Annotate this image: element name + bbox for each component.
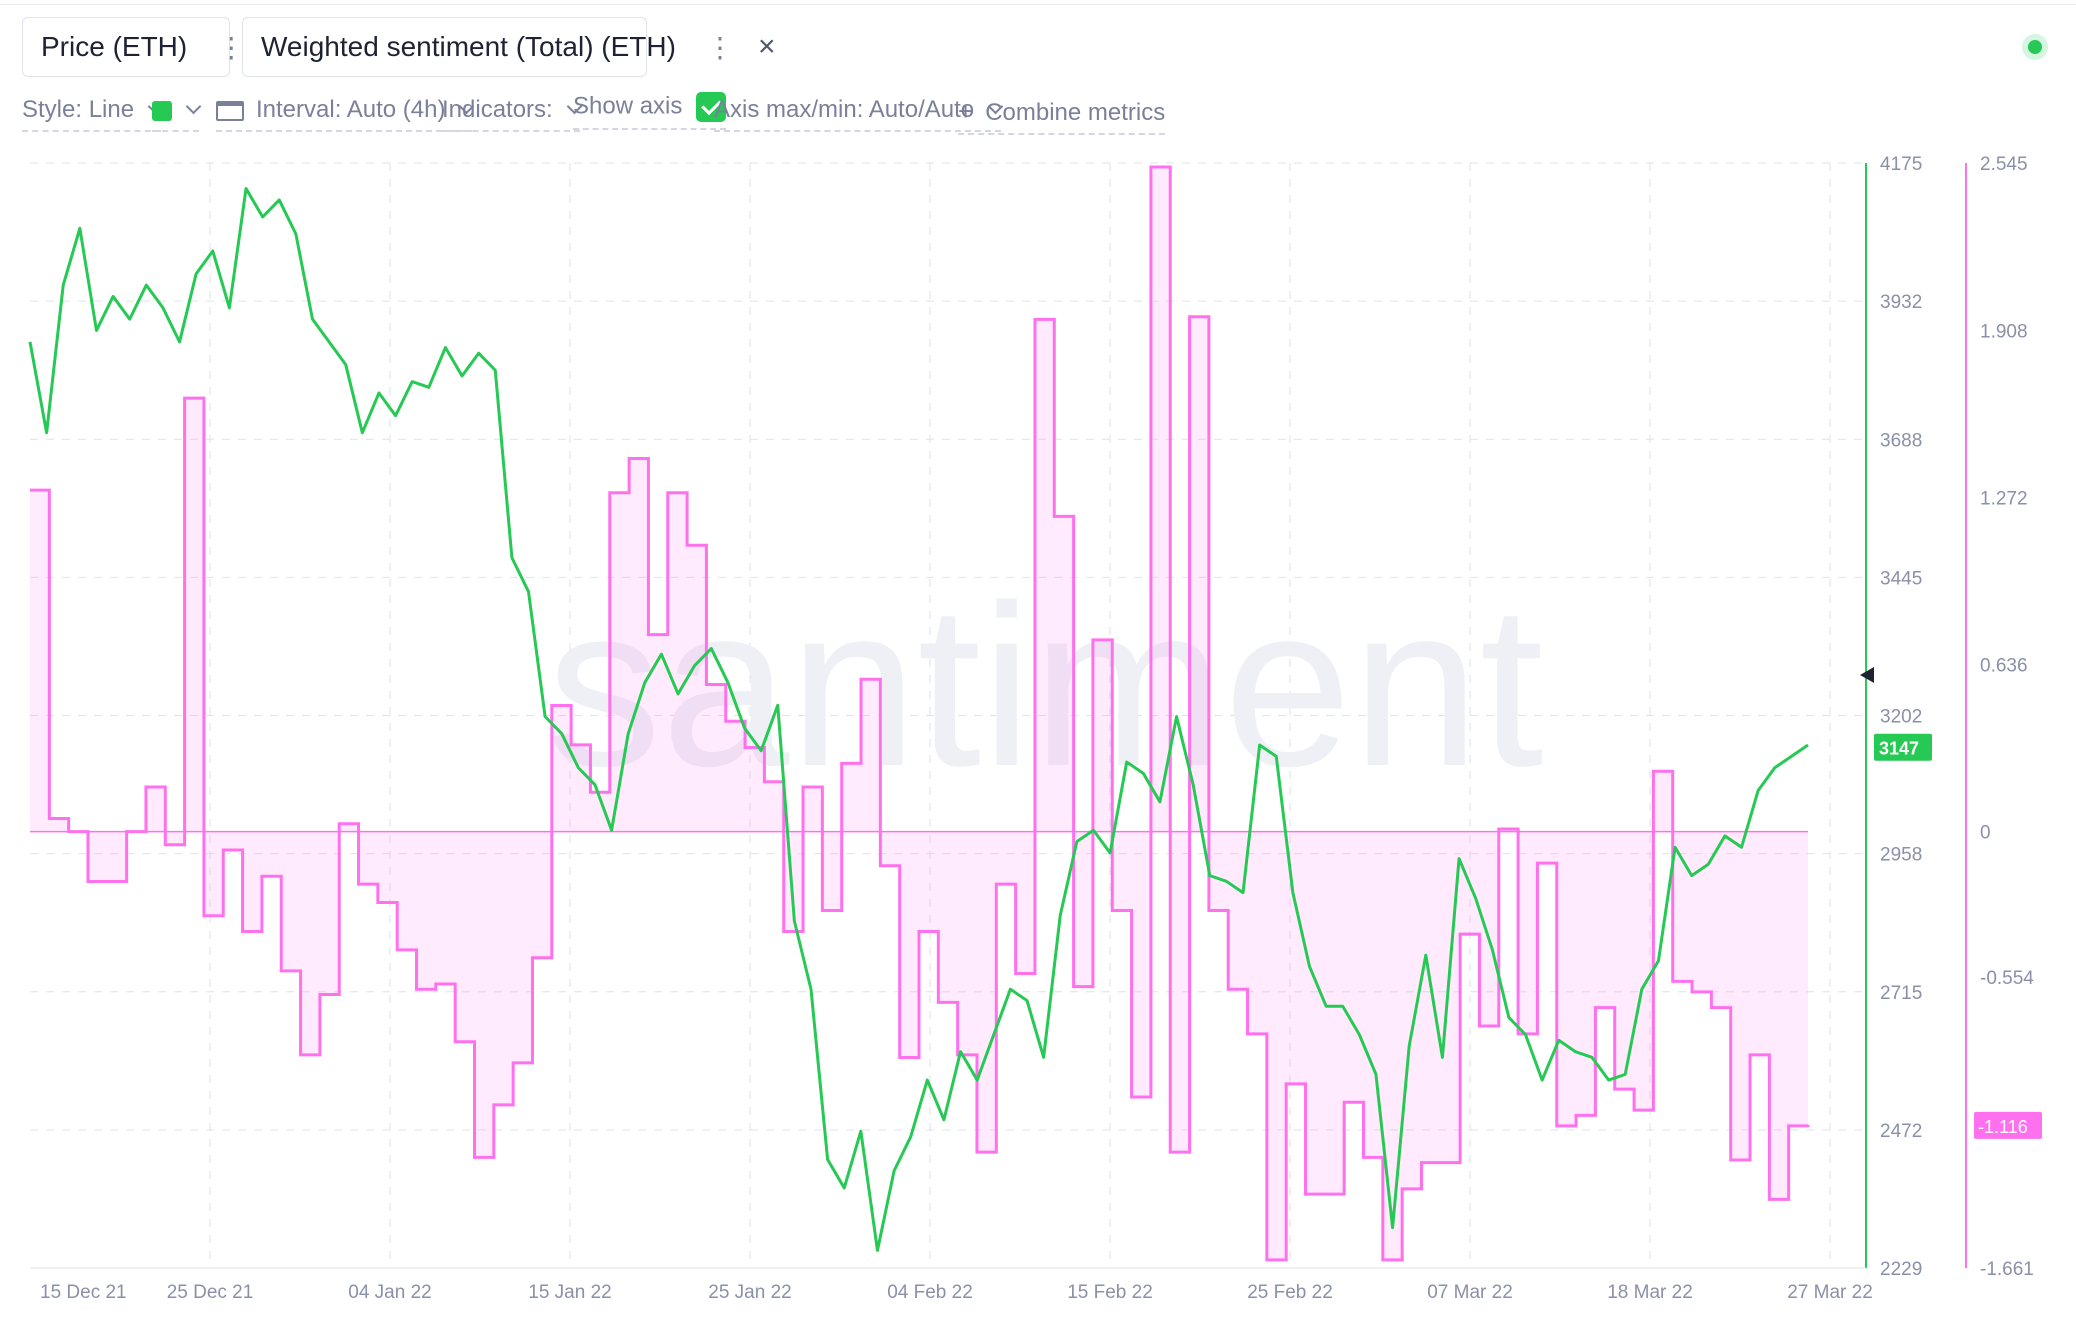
sentiment-line [30, 165, 1810, 1262]
metric-chip-sentiment[interactable]: Weighted sentiment (Total) (ETH) ⋮ × [242, 17, 776, 77]
x-tick-label: 25 Dec 21 [167, 1282, 254, 1303]
sentiment-current-badge: -1.116 [1974, 1111, 2042, 1139]
sentiment-tick-label: 1.908 [1980, 321, 2028, 342]
sentiment-series [30, 165, 1810, 1262]
kebab-icon[interactable]: ⋮ [217, 31, 245, 63]
price-series [28, 187, 1809, 1252]
price-tick-label: 2958 [1880, 845, 1922, 866]
sentiment-area [30, 166, 1808, 1260]
kebab-icon[interactable]: ⋮ [705, 31, 734, 63]
live-status-icon [2022, 34, 2048, 60]
grid [30, 162, 1866, 1269]
indicators-label: Indicators: [442, 96, 553, 123]
x-tick-label: 04 Jan 22 [348, 1282, 431, 1303]
calendar-icon [216, 100, 244, 121]
sentiment-tick-label: 0.636 [1980, 656, 2028, 677]
price-current-badge: 3147 [1874, 733, 1932, 761]
sentiment-tick-label: 2.545 [1980, 154, 2028, 175]
axes: 4175 3932 3688 3445 3202 2958 2715 2472 2229 15 D… [30, 154, 2042, 1303]
price-tick-label: 3202 [1880, 707, 1922, 728]
x-tick-label: 15 Dec 21 [40, 1282, 127, 1303]
interval-dropdown[interactable]: Interval: Auto (4h) [216, 96, 475, 132]
metric-label: Weighted sentiment (Total) (ETH) [261, 31, 676, 62]
sentiment-tick-label: 1.272 [1980, 488, 2028, 509]
style-label: Style: Line [22, 96, 135, 123]
color-swatch [152, 100, 172, 121]
price-current-label: 3147 [1879, 739, 1919, 759]
x-tick-label: 27 Mar 22 [1787, 1282, 1873, 1303]
x-tick-label: 25 Feb 22 [1247, 1282, 1333, 1303]
x-tick-label: 07 Mar 22 [1427, 1282, 1513, 1303]
top-border [0, 4, 2076, 5]
sentiment-tick-label: 0 [1980, 823, 1991, 844]
price-tick-label: 3445 [1880, 568, 1922, 589]
combine-label: Combine metrics [985, 99, 1166, 126]
price-tick-label: 2715 [1880, 983, 1922, 1004]
axis-maxmin-dropdown[interactable]: Axis max/min: Auto/Auto [714, 96, 1004, 132]
metric-label: Price (ETH) [41, 31, 188, 62]
interval-label: Interval: Auto (4h) [256, 96, 446, 123]
price-tick-label: 3688 [1880, 430, 1922, 451]
plus-icon: + [958, 96, 974, 126]
price-tick-label: 2472 [1880, 1121, 1922, 1142]
sentiment-current-label: -1.116 [1978, 1117, 2028, 1137]
close-icon[interactable]: × [757, 30, 776, 63]
axis-maxmin-label: Axis max/min: Auto/Auto [714, 96, 975, 123]
indicators-dropdown[interactable]: Indicators: [442, 96, 582, 132]
price-tick-label: 4175 [1880, 154, 1922, 175]
x-tick-label: 15 Feb 22 [1067, 1282, 1153, 1303]
show-axis-label: Show axis [573, 92, 683, 120]
price-line [28, 187, 1809, 1252]
price-tick-label: 2229 [1880, 1259, 1922, 1280]
price-tick-label: 3932 [1880, 292, 1922, 313]
show-axis-toggle[interactable]: Show axis [573, 92, 727, 130]
x-tick-label: 04 Feb 22 [887, 1282, 973, 1303]
axis-pointer-icon [1860, 667, 1874, 683]
sentiment-tick-label: -1.661 [1980, 1259, 2034, 1280]
x-tick-label: 25 Jan 22 [708, 1282, 791, 1303]
color-picker[interactable] [152, 96, 202, 132]
x-tick-label: 18 Mar 22 [1607, 1282, 1693, 1303]
combine-metrics-button[interactable]: + Combine metrics [958, 96, 1166, 135]
sentiment-tick-label: -0.554 [1980, 968, 2034, 989]
x-tick-label: 15 Jan 22 [528, 1282, 611, 1303]
style-dropdown[interactable]: Style: Line [22, 96, 164, 132]
checkbox-checked-icon[interactable] [696, 92, 727, 122]
